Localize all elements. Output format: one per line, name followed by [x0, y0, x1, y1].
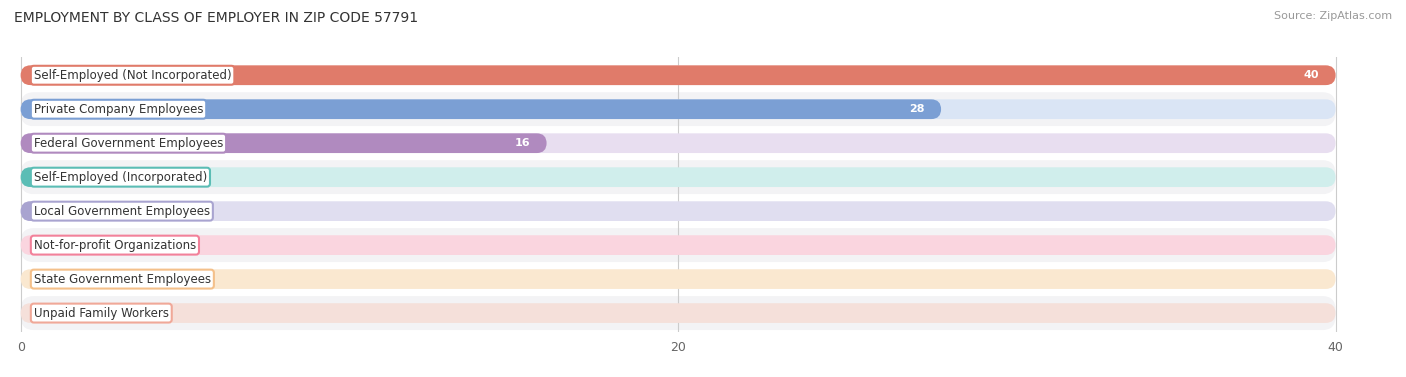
Text: 28: 28	[910, 104, 925, 114]
FancyBboxPatch shape	[21, 65, 1336, 85]
FancyBboxPatch shape	[21, 228, 1336, 262]
FancyBboxPatch shape	[21, 160, 1336, 194]
FancyBboxPatch shape	[21, 269, 1336, 289]
FancyBboxPatch shape	[21, 296, 1336, 330]
Text: State Government Employees: State Government Employees	[34, 273, 211, 286]
Text: Self-Employed (Incorporated): Self-Employed (Incorporated)	[34, 171, 207, 184]
FancyBboxPatch shape	[21, 133, 547, 153]
FancyBboxPatch shape	[21, 100, 941, 119]
Text: Federal Government Employees: Federal Government Employees	[34, 137, 224, 150]
FancyBboxPatch shape	[21, 133, 1336, 153]
Text: 3: 3	[136, 172, 142, 182]
Text: 0: 0	[37, 274, 44, 284]
FancyBboxPatch shape	[21, 167, 120, 187]
Text: 0: 0	[37, 308, 44, 318]
FancyBboxPatch shape	[21, 201, 1336, 221]
Text: Not-for-profit Organizations: Not-for-profit Organizations	[34, 239, 195, 251]
Text: 16: 16	[515, 138, 530, 148]
FancyBboxPatch shape	[21, 167, 1336, 187]
FancyBboxPatch shape	[21, 201, 120, 221]
Text: Private Company Employees: Private Company Employees	[34, 103, 204, 116]
Text: 3: 3	[136, 206, 142, 216]
FancyBboxPatch shape	[21, 262, 1336, 296]
Text: 0: 0	[37, 240, 44, 250]
FancyBboxPatch shape	[21, 235, 1336, 255]
FancyBboxPatch shape	[21, 58, 1336, 92]
FancyBboxPatch shape	[21, 92, 1336, 126]
Text: Local Government Employees: Local Government Employees	[34, 205, 209, 218]
FancyBboxPatch shape	[21, 126, 1336, 160]
Text: Unpaid Family Workers: Unpaid Family Workers	[34, 307, 169, 320]
Text: Self-Employed (Not Incorporated): Self-Employed (Not Incorporated)	[34, 69, 232, 82]
Text: Source: ZipAtlas.com: Source: ZipAtlas.com	[1274, 11, 1392, 21]
FancyBboxPatch shape	[21, 65, 1336, 85]
Text: EMPLOYMENT BY CLASS OF EMPLOYER IN ZIP CODE 57791: EMPLOYMENT BY CLASS OF EMPLOYER IN ZIP C…	[14, 11, 418, 25]
FancyBboxPatch shape	[21, 100, 1336, 119]
FancyBboxPatch shape	[21, 303, 1336, 323]
FancyBboxPatch shape	[21, 194, 1336, 228]
Text: 40: 40	[1303, 70, 1319, 80]
